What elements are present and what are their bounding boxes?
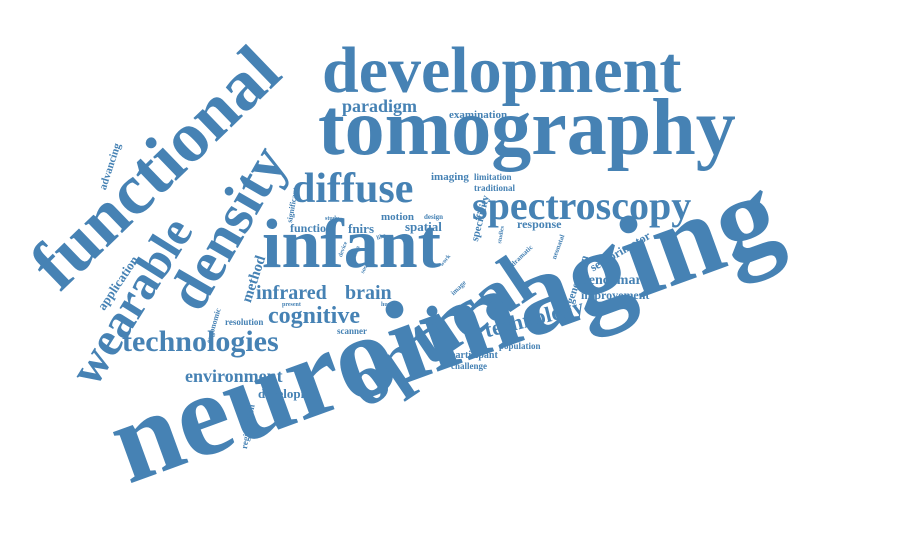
word-environment: environment: [185, 366, 283, 386]
word-cognitive: cognitive: [268, 303, 360, 329]
word-infant: infant: [262, 206, 441, 283]
word-resolution: resolution: [225, 317, 264, 327]
word-challenge: challenge: [451, 361, 487, 371]
word-benchmark: benchmark: [581, 273, 650, 288]
word-developing: developing: [258, 386, 318, 401]
word-spatial: spatial: [405, 219, 442, 234]
word-technologies: technologies: [122, 325, 279, 358]
word-response: response: [517, 217, 562, 231]
word-development: development: [322, 34, 682, 107]
word-brain: brain: [345, 282, 392, 304]
word-present: present: [282, 302, 301, 308]
word-participant: participant: [450, 350, 498, 361]
word-scanner: scanner: [337, 326, 367, 336]
word-imaging: imaging: [431, 171, 469, 183]
word-motion: motion: [381, 211, 414, 223]
word-population: population: [499, 341, 541, 351]
word-improvement: improvement: [581, 288, 650, 302]
word-design: design: [424, 213, 444, 221]
word-study: study: [325, 216, 340, 222]
word-paradigm: paradigm: [342, 96, 418, 116]
word-examination: examination: [449, 109, 508, 121]
word-traditional: traditional: [474, 183, 516, 193]
word-spectroscopy: spectroscopy: [472, 183, 692, 228]
word-limitation: limitation: [474, 172, 512, 182]
word-tomography: tomography: [318, 84, 736, 172]
word-infrared: infrared: [256, 282, 327, 304]
word-fnirs: fnirs: [348, 221, 374, 236]
word-function: function: [290, 221, 333, 235]
word-human: human: [381, 302, 400, 308]
word-diffuse: diffuse: [292, 166, 414, 212]
